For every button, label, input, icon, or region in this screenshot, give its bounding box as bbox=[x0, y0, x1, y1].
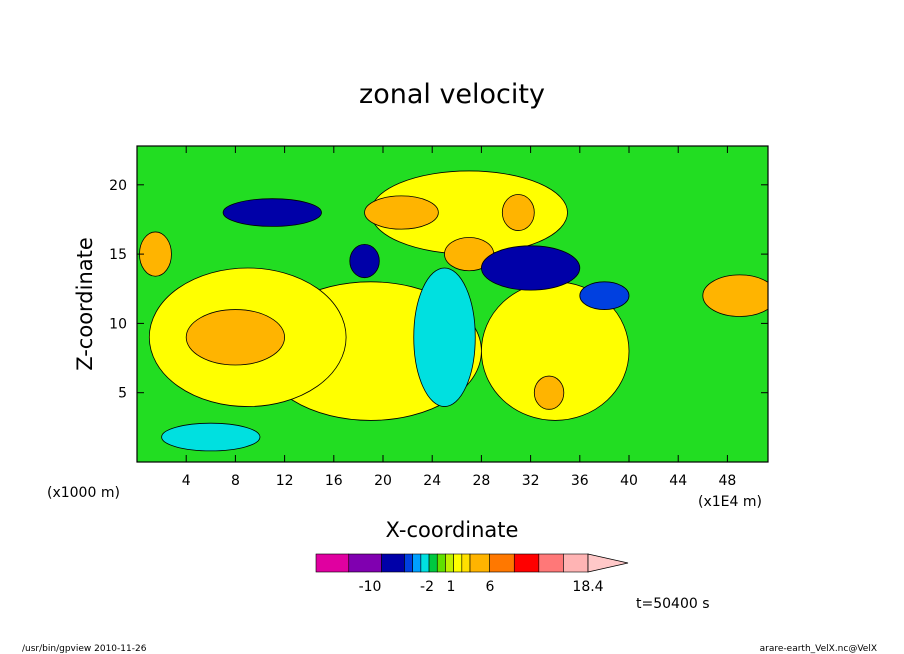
contour-region-negative bbox=[161, 422, 261, 452]
x-tick-label: 48 bbox=[718, 473, 736, 489]
y-tick-label: 15 bbox=[109, 247, 127, 263]
y-tick-label: 10 bbox=[109, 316, 127, 332]
chart-title: zonal velocity bbox=[359, 79, 545, 110]
footer-program: /usr/bin/gpview 2010-11-26 bbox=[22, 644, 147, 654]
colorbar-bin bbox=[420, 553, 430, 573]
contour-region-negative bbox=[579, 281, 630, 310]
colorbar-bin bbox=[436, 553, 446, 573]
colorbar-bin bbox=[404, 553, 413, 573]
colorbar-bin bbox=[445, 553, 454, 573]
contour-region-negative bbox=[222, 198, 322, 227]
x-tick-label: 8 bbox=[231, 473, 240, 489]
x-axis-label: X-coordinate bbox=[386, 518, 519, 542]
contour-region-positive bbox=[364, 195, 439, 230]
x-tick-label: 12 bbox=[276, 473, 294, 489]
colorbar-label: -10 bbox=[359, 579, 382, 595]
x-tick-label: 16 bbox=[325, 473, 343, 489]
contour-region-negative bbox=[349, 244, 380, 279]
x-axis: 4 8 12 16 20 24 28 32 36 40 44 48 bbox=[182, 146, 736, 489]
y-axis-label: Z-coordinate bbox=[73, 237, 97, 371]
footer-source: arare-earth_VelX.nc@VelX bbox=[760, 644, 877, 654]
colorbar-bin bbox=[469, 553, 490, 573]
colorbar: -10 -2 1 6 18.4 bbox=[315, 553, 629, 595]
x-tick-label: 44 bbox=[669, 473, 687, 489]
colorbar-bin bbox=[348, 553, 382, 573]
y-tick-label: 20 bbox=[109, 178, 127, 194]
y-tick-label: 5 bbox=[118, 386, 127, 402]
contour-region-positive bbox=[501, 194, 535, 231]
colorbar-bin bbox=[453, 553, 463, 573]
x-tick-label: 28 bbox=[472, 473, 490, 489]
contour-region-positive bbox=[702, 274, 768, 317]
colorbar-label: 18.4 bbox=[572, 579, 603, 595]
contour-region-negative bbox=[413, 267, 476, 407]
contour-region-positive bbox=[533, 375, 565, 410]
colorbar-bin bbox=[381, 553, 405, 573]
colorbar-arrow bbox=[587, 553, 629, 573]
colorbar-bin bbox=[489, 553, 515, 573]
colorbar-bin bbox=[428, 553, 438, 573]
plot-frame bbox=[136, 145, 769, 463]
y-axis: 5 10 15 20 bbox=[109, 178, 768, 402]
x-tick-label: 4 bbox=[182, 473, 191, 489]
colorbar-bin bbox=[461, 553, 471, 573]
colorbar-bin bbox=[412, 553, 422, 573]
contour-region-positive bbox=[185, 309, 286, 366]
x-tick-label: 36 bbox=[571, 473, 589, 489]
contour-region-negative bbox=[481, 245, 581, 291]
x-unit-left-label: (x1000 m) bbox=[47, 485, 120, 501]
contour-region-positive bbox=[139, 231, 172, 277]
plot-area bbox=[136, 145, 769, 463]
colorbar-bin bbox=[563, 553, 589, 573]
x-tick-label: 24 bbox=[423, 473, 441, 489]
colorbar-bin bbox=[538, 553, 564, 573]
colorbar-label: 6 bbox=[486, 579, 495, 595]
x-tick-label: 32 bbox=[522, 473, 540, 489]
colorbar-bin bbox=[513, 553, 540, 573]
colorbar-bin bbox=[315, 553, 350, 573]
x-unit-right-label: (x1E4 m) bbox=[698, 494, 762, 510]
x-tick-label: 40 bbox=[620, 473, 638, 489]
colorbar-label: -2 bbox=[420, 579, 434, 595]
x-tick-label: 20 bbox=[374, 473, 392, 489]
colorbar-label: 1 bbox=[447, 579, 456, 595]
time-label: t=50400 s bbox=[636, 596, 710, 612]
